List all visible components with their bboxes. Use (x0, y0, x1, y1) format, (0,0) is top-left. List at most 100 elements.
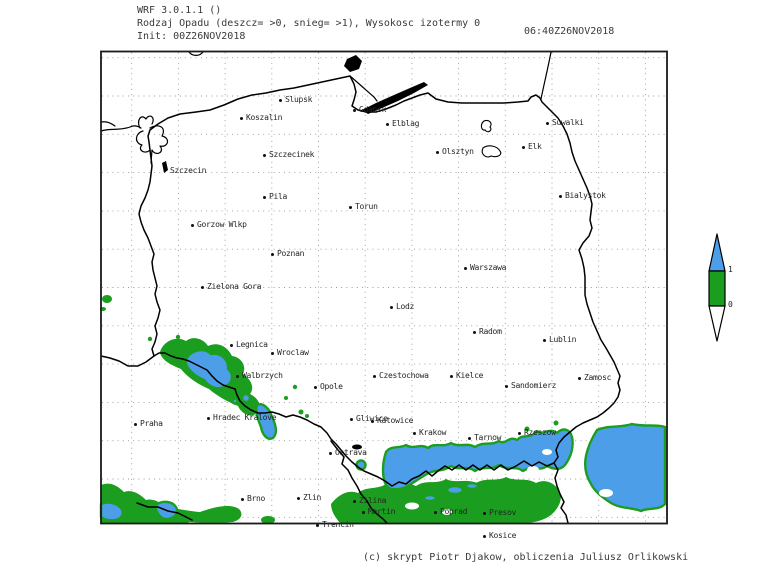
header-valid-time: 06:40Z26NOV2018 (524, 26, 615, 37)
city-label: Rzeszow (524, 428, 556, 437)
city-dot (329, 451, 332, 455)
legend-none-triangle (708, 305, 726, 342)
footer-credit: (c) skrypt Piotr Djakow, obliczenia Juli… (363, 552, 689, 563)
city-lublin: Lublin (543, 336, 576, 344)
city-suwalki: Suwalki (546, 119, 584, 127)
city-label: Sandomierz (511, 381, 557, 390)
city-label: Tarnow (474, 433, 502, 442)
city-dot (236, 374, 239, 378)
city-krakow: Krakow (413, 429, 446, 437)
city-katowice: Katowice (371, 417, 413, 425)
city-dot (362, 510, 365, 514)
city-dot (350, 417, 353, 421)
city-label: Szczecinek (269, 150, 315, 159)
city-dot (468, 436, 471, 440)
city-label: Koszalin (246, 113, 283, 122)
city-dot (230, 343, 233, 347)
city-dot (241, 497, 244, 501)
city-label: Poznan (277, 249, 305, 258)
city-label: Krakow (419, 428, 447, 437)
city-dot (559, 194, 562, 198)
city-dot (316, 523, 319, 527)
hel-peninsula (349, 75, 378, 102)
legend-rain-band (708, 270, 726, 307)
city-zilina: Zilina (353, 497, 386, 505)
city-dot (518, 431, 521, 435)
legend-snow-triangle (708, 233, 726, 272)
rain-area-sudetes (184, 348, 234, 390)
city-martin: Martin (362, 508, 395, 516)
city-dot (134, 422, 137, 426)
city-dot (240, 116, 243, 120)
city-label: Lodz (396, 302, 415, 311)
city-dot (390, 305, 393, 309)
city-dot (297, 496, 300, 500)
curonian-spit (540, 51, 552, 100)
ostrava-reservoir (352, 444, 362, 450)
border-cz-sk (330, 440, 388, 524)
masuria-lake-1 (480, 119, 492, 133)
border-cz-at (136, 502, 193, 521)
city-dot (314, 385, 317, 389)
city-label: Gorzow Wlkp (197, 220, 247, 229)
city-label: Warszawa (470, 263, 507, 272)
coast-german (100, 125, 142, 132)
city-dot (279, 98, 282, 102)
city-olsztyn: Olsztyn (436, 148, 474, 156)
city-label: Kielce (456, 371, 484, 380)
city-label: Elk (528, 142, 542, 151)
city-label: Zilina (359, 496, 387, 505)
city-dot (386, 122, 389, 126)
city-label: Katowice (377, 416, 414, 425)
city-zamosc: Zamosc (578, 374, 611, 382)
city-dot (271, 252, 274, 256)
snow-spot-west-edge (102, 295, 112, 303)
precip-holes (405, 449, 613, 515)
city-label: Slupsk (285, 95, 313, 104)
city-dot (207, 416, 210, 420)
city-walbrzych: Walbrzych (236, 372, 283, 380)
city-dot (436, 150, 439, 154)
city-zlin: Zlin (297, 494, 321, 502)
city-dot (505, 384, 508, 388)
lakes-and-lagoons (162, 55, 502, 450)
city-label: Suwalki (552, 118, 584, 127)
szczecin-lagoon-knot (137, 115, 154, 129)
city-bialystok: Bialystok (559, 192, 606, 200)
city-label: Opole (320, 382, 343, 391)
city-dot (271, 351, 274, 355)
szczecin-islet (162, 161, 168, 173)
city-label: Zielona Gora (207, 282, 262, 291)
city-dot (464, 266, 467, 270)
city-poprad: Poprad (434, 508, 467, 516)
city-label: Szczecin (170, 166, 207, 175)
city-label: Zamosc (584, 373, 612, 382)
city-label: Lublin (549, 335, 577, 344)
map-frame (100, 50, 668, 525)
city-dot (434, 510, 437, 514)
city-dot (578, 376, 581, 380)
rain-area-southeast (584, 422, 667, 513)
bornholm-coast (188, 51, 204, 56)
city-opole: Opole (314, 383, 343, 391)
city-elk: Elk (522, 143, 542, 151)
city-label: Zlin (303, 493, 322, 502)
city-dot (373, 374, 376, 378)
city-dot (263, 153, 266, 157)
city-poznan: Poznan (271, 250, 304, 258)
city-sandomierz: Sandomierz (505, 382, 556, 390)
city-label: Elblag (392, 119, 420, 128)
header-init-time: Init: 00Z26NOV2018 (137, 31, 246, 42)
city-label: Hradec Kralove (213, 413, 277, 422)
city-dot (201, 285, 204, 289)
city-szczecinek: Szczecinek (263, 151, 314, 159)
city-dot (473, 330, 476, 334)
city-dot (483, 511, 486, 515)
city-zielona-gora: Zielona Gora (201, 282, 262, 291)
city-label: Praha (140, 419, 163, 428)
city-label: Martin (368, 507, 396, 516)
city-czestochowa: Czestochowa (373, 372, 429, 380)
city-dot (483, 534, 486, 538)
city-lodz: Lodz (390, 303, 414, 311)
